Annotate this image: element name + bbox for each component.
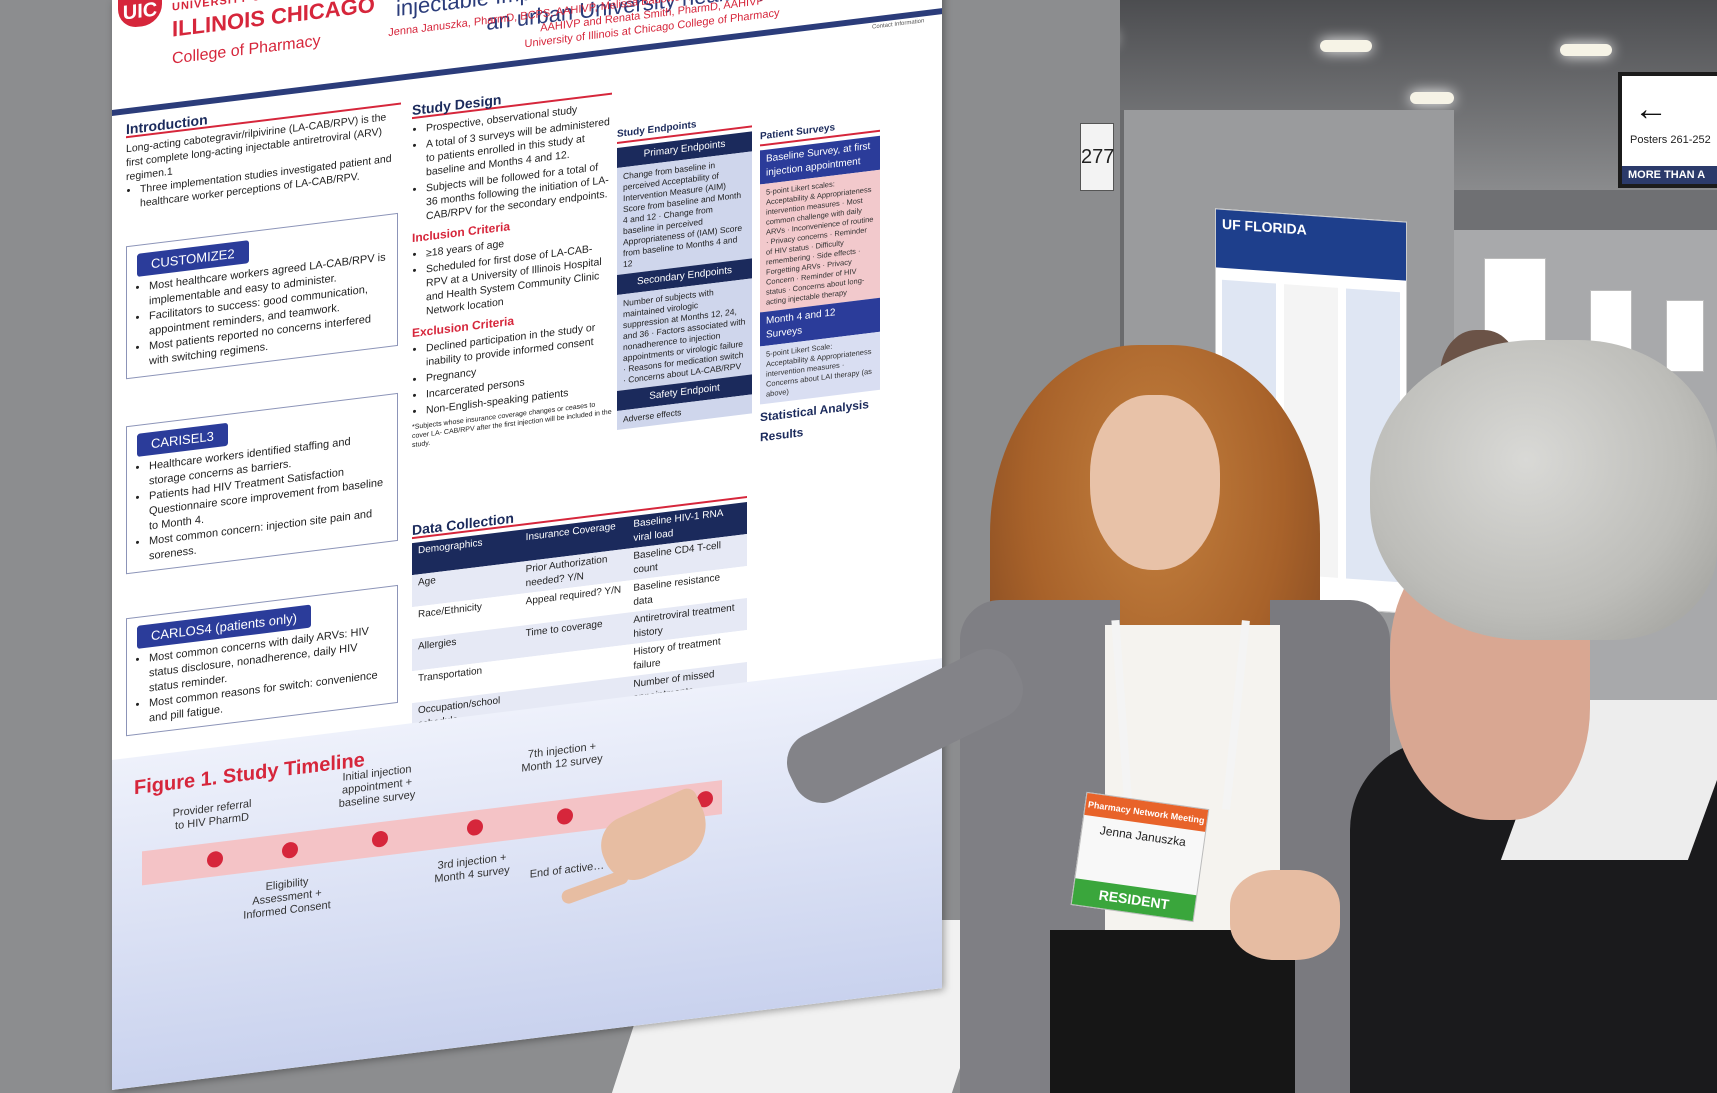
study-endpoints-section: Study Endpoints Primary Endpoints Change…: [617, 111, 752, 430]
ceiling-light: [1410, 92, 1454, 104]
name-badge: Pharmacy Network Meeting Jenna Januszka …: [1070, 791, 1210, 923]
timeline-title: Figure 1. Study Timeline: [134, 748, 365, 800]
sign-band: MORE THAN A: [1622, 166, 1717, 184]
timeline-label: 3rd injection + Month 4 survey: [434, 851, 510, 886]
posters-direction-sign: ← Posters 261-252 MORE THAN A: [1618, 72, 1717, 188]
timeline-label: 7th injection + Month 12 survey: [521, 740, 603, 775]
research-poster: UIC UNIVERSITY OF ILLINOIS CHICAGO Colle…: [112, 0, 942, 1090]
secondary-endpoints-body: Number of subjects with maintained virol…: [617, 278, 752, 391]
neighbor-poster-logo: UF FLORIDA: [1216, 209, 1406, 281]
presenter-left-hand: [1230, 870, 1340, 960]
carlos-box: CARLOS4 (patients only) Most common conc…: [126, 584, 398, 737]
ceiling-light: [1560, 44, 1612, 56]
uic-logo: UIC: [118, 0, 162, 30]
carisel-box: CARISEL3 Healthcare workers identified s…: [126, 392, 398, 575]
university-name: UNIVERSITY OF ILLINOIS CHICAGO: [172, 0, 375, 42]
sign-text: Posters 261-252: [1630, 134, 1711, 146]
far-poster: [1666, 300, 1704, 372]
presenter-face: [1090, 395, 1220, 570]
left-arrow-icon: ←: [1634, 90, 1668, 128]
presenter-pants: [1050, 930, 1295, 1093]
patient-surveys-section: Patient Surveys Baseline Survey, at firs…: [760, 115, 880, 448]
timeline-label: Provider referral to HIV PharmD: [172, 797, 252, 833]
ceiling-light: [1320, 40, 1372, 52]
customize-box: CUSTOMIZE2 Most healthcare workers agree…: [126, 212, 398, 380]
visitor-hair: [1370, 340, 1717, 640]
primary-endpoints-body: Change from baseline in perceived Accept…: [617, 151, 752, 275]
timeline-label: Eligibility Assessment + Informed Consen…: [243, 875, 331, 922]
booth-number: 277: [1080, 123, 1114, 191]
baseline-survey-body: 5-point Likert scales: Acceptability & A…: [760, 169, 880, 313]
study-design-section: Study Design Prospective, observational …: [412, 78, 612, 451]
